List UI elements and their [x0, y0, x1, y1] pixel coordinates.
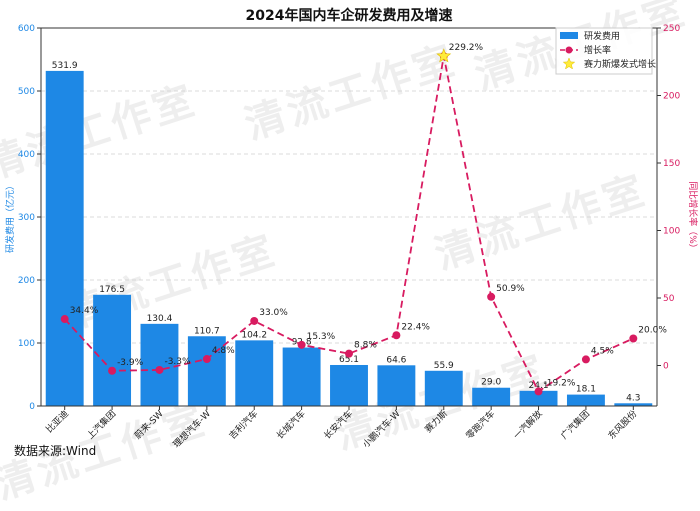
x-tick-label: 小鹏汽车-W	[360, 408, 403, 451]
right-axis-title: 同比增长率（%）	[687, 181, 699, 253]
x-tick-label: 一汽解放	[511, 408, 545, 442]
bar	[566, 394, 605, 406]
right-tick-label: 250	[663, 24, 680, 34]
bar-value-label: 531.9	[52, 61, 78, 71]
x-tick-label: 上汽集团	[84, 408, 118, 442]
growth-point	[581, 355, 590, 364]
bar	[140, 323, 179, 406]
bar	[377, 365, 416, 406]
bar-value-label: 29.0	[481, 378, 501, 388]
bar	[93, 294, 132, 406]
chart-title: 2024年国内车企研发费用及增速	[246, 7, 453, 24]
growth-value-label: 4.5%	[591, 346, 614, 356]
growth-value-label: 4.8%	[212, 346, 235, 356]
growth-point	[60, 315, 69, 324]
bar	[330, 364, 368, 406]
bar-value-label: 130.4	[147, 314, 173, 324]
source-note: 数据来源:Wind	[14, 444, 97, 458]
growth-value-label: 50.9%	[496, 284, 525, 294]
growth-value-label: -19.2%	[544, 378, 576, 388]
bar	[45, 70, 84, 406]
bar-value-label: 4.3	[626, 393, 640, 403]
right-tick-label: 0	[663, 362, 669, 372]
left-tick-label: 500	[18, 87, 35, 97]
bar-value-label: 65.1	[339, 355, 359, 365]
growth-point	[487, 292, 496, 301]
left-tick-label: 0	[29, 402, 35, 412]
right-tick-label: 50	[663, 294, 675, 304]
growth-point	[250, 316, 259, 325]
right-tick-label: 200	[663, 92, 680, 102]
legend-swatch-marker	[565, 46, 573, 54]
growth-point	[108, 366, 117, 375]
growth-value-label: 20.0%	[638, 326, 667, 336]
bar	[424, 370, 463, 406]
left-tick-label: 600	[18, 24, 35, 34]
bar-value-label: 104.2	[241, 330, 267, 340]
left-tick-label: 300	[18, 213, 35, 223]
x-tick-label: 长安汽车	[321, 408, 355, 442]
x-tick-label: 比亚迪	[43, 408, 71, 436]
legend-label: 赛力斯爆发式增长	[584, 58, 656, 70]
growth-point	[297, 340, 306, 349]
bar	[235, 340, 274, 406]
bar-value-label: 110.7	[194, 326, 220, 336]
x-tick-label: 蔚来-SW	[132, 408, 166, 442]
highlight-star-icon	[436, 48, 452, 63]
x-tick-label: 理想汽车-W	[170, 408, 213, 451]
left-tick-label: 200	[18, 276, 35, 286]
growth-value-label: 33.0%	[259, 308, 288, 318]
bar	[472, 387, 511, 406]
x-tick-label: 广汽集团	[558, 408, 592, 442]
growth-value-label: -3.3%	[164, 357, 191, 367]
growth-value-label: 22.4%	[401, 322, 430, 332]
legend-star-icon	[562, 57, 576, 70]
right-tick-label: 100	[663, 227, 680, 237]
bar-value-label: 24.1	[529, 381, 549, 391]
growth-point	[629, 334, 638, 343]
growth-value-label: 229.2%	[449, 43, 484, 53]
left-axis-title: 研发费用（亿元）	[4, 181, 16, 253]
x-tick-label: 零跑汽车	[463, 408, 497, 442]
legend-label: 增长率	[584, 44, 611, 56]
left-tick-label: 400	[18, 150, 35, 160]
bar	[282, 347, 321, 406]
bar	[614, 403, 653, 406]
chart: 2024年国内车企研发费用及增速 531.9 176.5 130.4 110.7 104.…	[4, 7, 699, 451]
growth-value-label: 15.3%	[307, 332, 336, 342]
bar-value-label: 64.6	[386, 355, 406, 365]
x-tick-label: 吉利汽车	[226, 408, 260, 442]
x-tick-label: 长城汽车	[274, 408, 308, 442]
bar-value-label: 18.1	[576, 385, 596, 395]
growth-point	[392, 331, 401, 340]
bar-value-label: 55.9	[434, 361, 454, 371]
x-tick-label: 赛力斯	[422, 408, 450, 436]
growth-point	[345, 349, 353, 358]
growth-value-label: 34.4%	[70, 306, 99, 316]
growth-point	[534, 387, 543, 396]
legend-label: 研发费用	[584, 30, 620, 42]
bar-value-label: 176.5	[99, 285, 125, 295]
right-tick-label: 150	[663, 159, 680, 169]
legend-swatch-bar	[560, 32, 578, 39]
growth-value-label: -3.9%	[117, 358, 144, 368]
bar	[519, 390, 558, 406]
growth-value-label: 8.8%	[354, 341, 377, 351]
growth-point	[202, 355, 211, 364]
left-tick-label: 100	[18, 339, 35, 349]
growth-point	[155, 365, 164, 374]
x-tick-label: 东风股份	[605, 408, 639, 442]
